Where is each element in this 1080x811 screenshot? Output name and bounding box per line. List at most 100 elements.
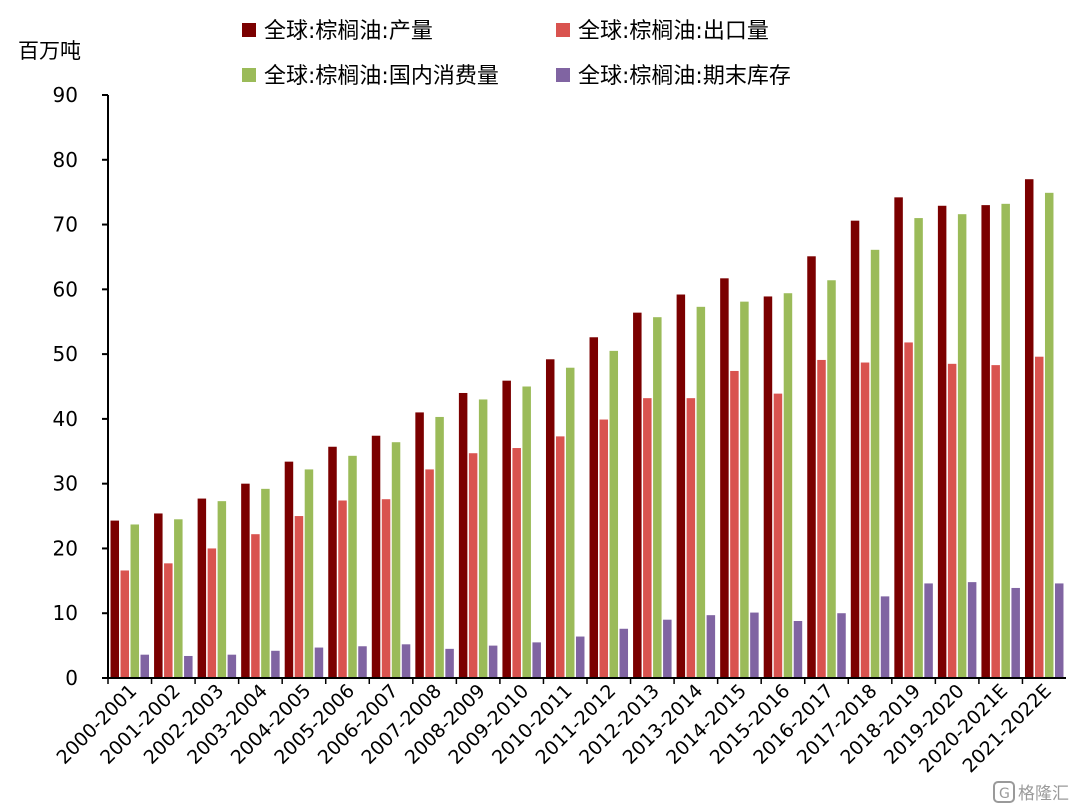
- bar-4: [706, 615, 716, 678]
- bar-3: [217, 501, 227, 678]
- bar-3: [870, 249, 880, 678]
- bar-1: [371, 435, 381, 678]
- bar-3: [1044, 192, 1054, 678]
- bar-3: [261, 488, 270, 678]
- bar-4: [184, 655, 193, 678]
- legend-swatch: [242, 23, 256, 37]
- bar-4: [1054, 583, 1064, 678]
- bar-4: [314, 647, 324, 678]
- bar-3: [740, 301, 749, 678]
- bar-3: [696, 306, 706, 678]
- bar-2: [512, 448, 521, 678]
- watermark-text: 格隆汇: [1018, 784, 1069, 804]
- bar-1: [720, 278, 729, 678]
- bar-3: [348, 455, 357, 678]
- bar-3: [783, 293, 793, 678]
- bar-1: [894, 197, 903, 679]
- bar-2: [947, 363, 957, 678]
- bar-4: [401, 644, 411, 678]
- bar-1: [458, 392, 468, 678]
- bar-1: [110, 520, 120, 678]
- bar-3: [609, 350, 619, 678]
- gelonghui-logo-icon: [993, 781, 1015, 803]
- bar-2: [294, 516, 304, 678]
- bar-2: [1034, 356, 1044, 678]
- bar-2: [338, 500, 347, 678]
- bar-4: [271, 650, 280, 678]
- y-tick-label: 0: [65, 666, 78, 690]
- bar-1: [545, 359, 555, 678]
- legend-swatch: [556, 23, 570, 37]
- bar-2: [991, 365, 1000, 678]
- legend-swatch: [242, 68, 256, 82]
- bar-2: [599, 419, 609, 678]
- legend-label: 全球:棕榈油:产量: [264, 19, 433, 44]
- bar-3: [914, 218, 923, 679]
- bar-3: [391, 442, 401, 678]
- bar-2: [425, 469, 434, 678]
- bar-3: [478, 399, 488, 678]
- bar-2: [164, 563, 173, 678]
- bar-1: [676, 294, 686, 678]
- bar-2: [643, 398, 652, 678]
- bar-4: [1011, 587, 1020, 678]
- bar-3: [174, 519, 183, 678]
- bar-2: [686, 398, 696, 678]
- bar-3: [957, 214, 967, 679]
- y-tick-label: 40: [53, 407, 78, 431]
- bar-1: [328, 446, 337, 678]
- bar-1: [284, 461, 294, 678]
- y-tick-label: 10: [53, 601, 78, 625]
- legend-label: 全球:棕榈油:期末库存: [578, 64, 791, 89]
- y-axis: 0 10 20 30 40 50 60 70 80 90: [53, 83, 109, 690]
- bar-4: [967, 582, 977, 678]
- bar-2: [468, 453, 478, 678]
- y-tick-label: 50: [53, 342, 78, 366]
- bar-1: [850, 220, 860, 678]
- bar-2: [251, 534, 260, 678]
- bars: [110, 179, 1064, 679]
- bar-1: [502, 380, 511, 678]
- bar-4: [358, 646, 367, 678]
- bar-4: [227, 654, 237, 678]
- bar-2: [207, 548, 217, 678]
- bar-1: [589, 337, 599, 678]
- bar-4: [532, 642, 541, 678]
- bar-2: [381, 499, 391, 678]
- gelonghui-logo-glyph: G: [999, 786, 1010, 802]
- bar-1: [241, 483, 250, 678]
- bar-3: [827, 280, 836, 678]
- y-tick-label: 60: [53, 277, 78, 301]
- bar-4: [140, 654, 150, 678]
- y-tick-label: 80: [53, 148, 78, 172]
- bar-4: [488, 645, 498, 678]
- bar-2: [773, 393, 783, 678]
- legend-label: 全球:棕榈油:国内消费量: [264, 64, 499, 89]
- bar-2: [120, 570, 130, 678]
- bar-1: [633, 312, 642, 678]
- legend-swatch: [556, 68, 570, 82]
- bar-4: [575, 636, 585, 678]
- bar-4: [663, 619, 672, 678]
- bar-2: [730, 370, 739, 678]
- bar-3: [565, 367, 575, 678]
- x-axis: 2000-20012001-20022002-20032003-20042004…: [53, 677, 1066, 777]
- bar-1: [197, 498, 207, 678]
- y-tick-label: 90: [53, 83, 78, 107]
- bar-3: [653, 317, 662, 678]
- bar-1: [415, 412, 424, 678]
- bar-1: [981, 205, 990, 678]
- bar-4: [445, 648, 454, 678]
- bar-1: [937, 205, 947, 678]
- watermark: G 格隆汇: [993, 781, 1069, 804]
- y-axis-unit-label: 百万吨: [18, 39, 81, 63]
- bar-1: [154, 513, 163, 678]
- bar-3: [130, 524, 140, 678]
- bar-4: [793, 620, 803, 678]
- bar-2: [904, 342, 913, 678]
- bar-2: [555, 436, 565, 678]
- y-tick-label: 70: [53, 213, 78, 237]
- bar-4: [880, 596, 890, 678]
- bar-3: [1001, 203, 1010, 678]
